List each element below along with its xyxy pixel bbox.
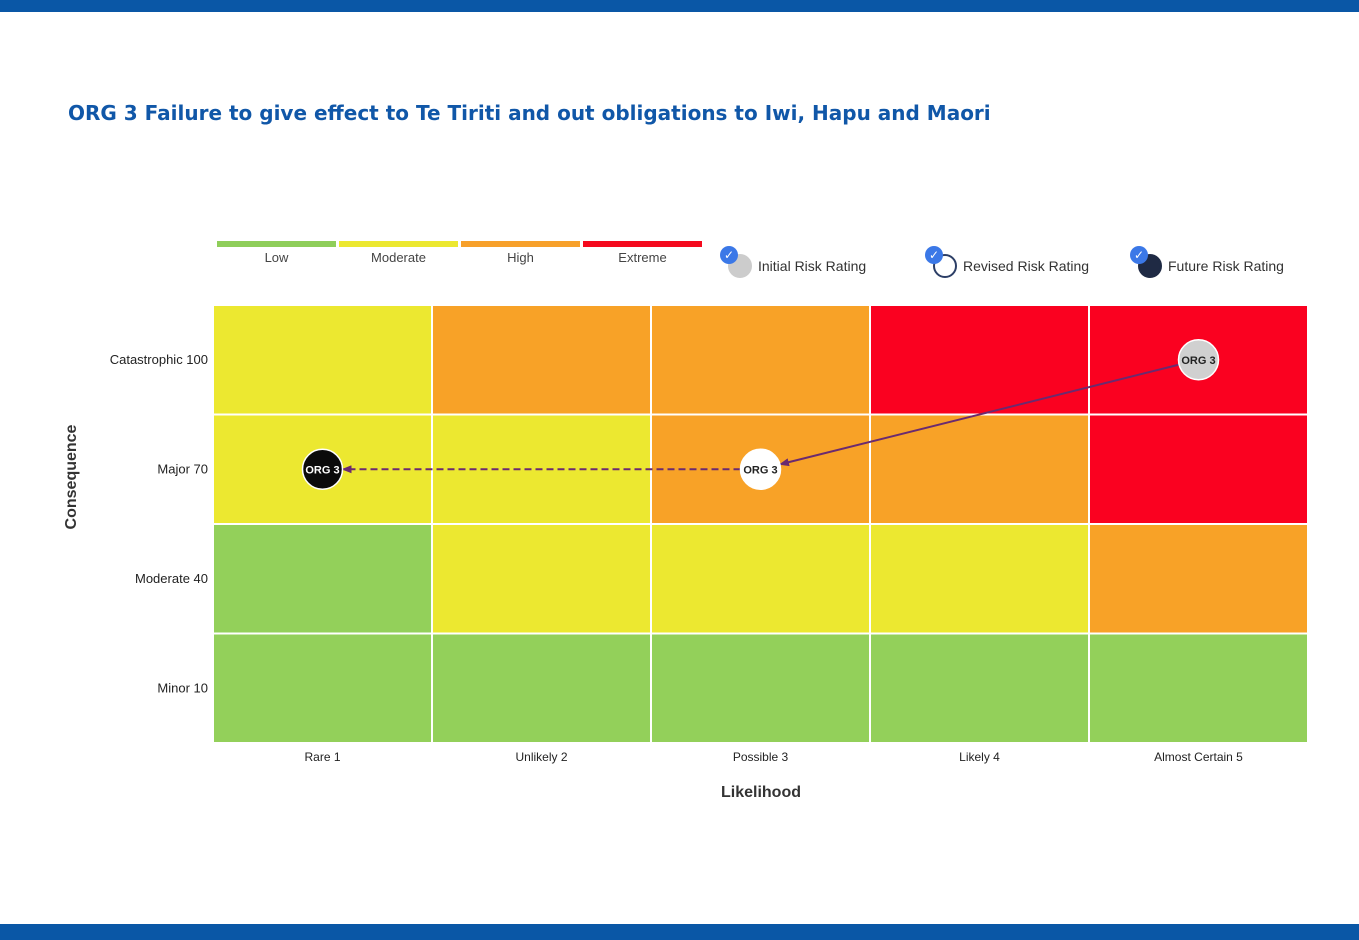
marker-circle	[301, 448, 344, 490]
future-risk-marker[interactable]: ORG 3	[301, 448, 344, 490]
cell-catastrophic-100-likely-4	[869, 304, 1090, 416]
legend-bar-moderate	[339, 241, 458, 247]
legend-label-high: High	[507, 250, 534, 265]
arrow-initial-to-revised	[778, 363, 1180, 467]
legend-bar-high	[461, 241, 580, 247]
cell-moderate-40-unlikely-2	[431, 523, 652, 635]
marker-circle	[1177, 339, 1220, 381]
marker-label: ORG 3	[743, 464, 777, 476]
cell-catastrophic-100-possible-3	[650, 304, 871, 416]
future-rating-label: Future Risk Rating	[1168, 258, 1284, 274]
revised-risk-marker[interactable]: ORG 3	[739, 448, 782, 490]
x-tick-label: Almost Certain 5	[1154, 750, 1243, 764]
y-axis-title: Consequence	[63, 424, 80, 529]
y-tick-label: Moderate 40	[135, 571, 208, 586]
y-tick-label: Major 70	[157, 461, 208, 476]
cell-minor-10-possible-3	[650, 632, 871, 744]
y-tick-label: Catastrophic 100	[110, 352, 208, 367]
cell-major-70-likely-4	[869, 413, 1090, 525]
marker-circle	[739, 448, 782, 490]
marker-label: ORG 3	[1181, 355, 1215, 367]
cell-major-70-almost-certain-5	[1088, 413, 1309, 525]
marker-label: ORG 3	[305, 464, 339, 476]
cell-moderate-40-almost-certain-5	[1088, 523, 1309, 635]
checkmark-icon: ✓	[720, 246, 738, 264]
cell-catastrophic-100-unlikely-2	[431, 304, 652, 416]
page-title: ORG 3 Failure to give effect to Te Tirit…	[68, 101, 991, 125]
top-band	[0, 0, 1359, 12]
checkmark-icon: ✓	[925, 246, 943, 264]
cell-moderate-40-likely-4	[869, 523, 1090, 635]
cell-minor-10-unlikely-2	[431, 632, 652, 744]
legend-label-moderate: Moderate	[371, 250, 426, 265]
x-tick-label: Unlikely 2	[515, 750, 567, 764]
y-tick-label: Minor 10	[157, 680, 208, 695]
checkmark-icon: ✓	[1130, 246, 1148, 264]
legend-bar-low	[217, 241, 336, 247]
cell-minor-10-almost-certain-5	[1088, 632, 1309, 744]
initial-rating-label: Initial Risk Rating	[758, 258, 867, 274]
revised-rating-label: Revised Risk Rating	[963, 258, 1090, 274]
revised-rating-swatch	[933, 254, 957, 278]
cell-minor-10-rare-1	[212, 632, 433, 744]
legend-bar-extreme	[583, 241, 702, 247]
cell-catastrophic-100-rare-1	[212, 304, 433, 416]
x-tick-label: Rare 1	[304, 750, 340, 764]
x-tick-label: Likely 4	[959, 750, 1000, 764]
initial-risk-marker[interactable]: ORG 3	[1177, 339, 1220, 381]
cell-minor-10-likely-4	[869, 632, 1090, 744]
bottom-band	[0, 924, 1359, 940]
x-axis-title: Likelihood	[721, 784, 801, 801]
cell-moderate-40-possible-3	[650, 523, 871, 635]
x-tick-label: Possible 3	[733, 750, 789, 764]
cell-moderate-40-rare-1	[212, 523, 433, 635]
legend-label-extreme: Extreme	[618, 250, 667, 265]
legend-label-low: Low	[264, 250, 289, 265]
